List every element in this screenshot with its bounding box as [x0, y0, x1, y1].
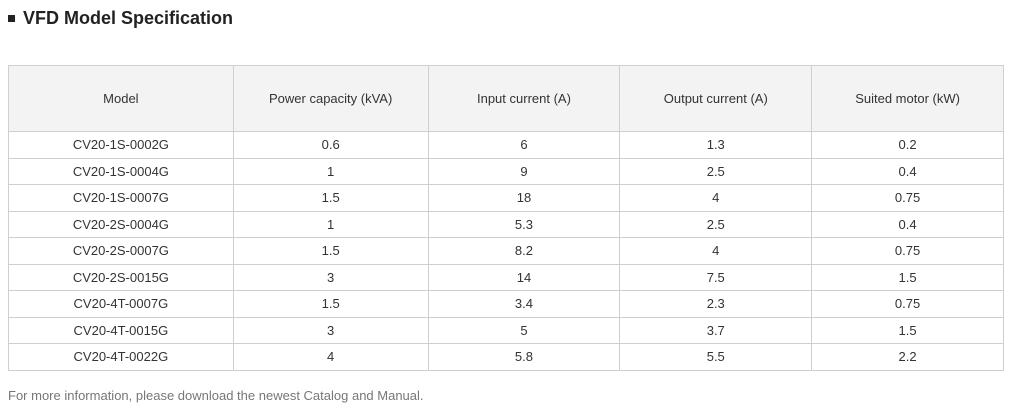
table-cell: 9	[427, 157, 621, 185]
footer-note: For more information, please download th…	[8, 388, 424, 403]
table-row: CV20-1S-0002G 0.6 6 1.3 0.2	[8, 131, 1004, 159]
spec-table: Model Power capacity (kVA) Input current (…	[8, 65, 1004, 371]
table-cell: 3.7	[619, 316, 813, 344]
table-cell: 3	[232, 263, 429, 291]
table-cell: 0.75	[811, 237, 1004, 265]
table-cell: 1.5	[232, 184, 429, 212]
column-header: Model	[8, 65, 234, 132]
table-row: CV20-2S-0007G 1.5 8.2 4 0.75	[8, 237, 1004, 265]
table-cell: 0.4	[811, 157, 1004, 185]
table-cell: 0.2	[811, 131, 1004, 159]
title-text: VFD Model Specification	[23, 8, 234, 28]
table-cell: 1	[232, 157, 429, 185]
table-cell: CV20-4T-0007G	[8, 290, 234, 318]
table-cell: 1.5	[811, 263, 1004, 291]
table-cell: CV20-2S-0015G	[8, 263, 234, 291]
table-row: CV20-2S-0015G 3 14 7.5 1.5	[8, 263, 1004, 291]
column-header: Power capacity (kVA)	[232, 65, 429, 132]
section-title: VFD Model Specification	[8, 8, 233, 29]
table-cell: CV20-2S-0007G	[8, 237, 234, 265]
column-header: Suited motor (kW)	[811, 65, 1004, 132]
table-cell: 3	[232, 316, 429, 344]
table-row: CV20-4T-0022G 4 5.8 5.5 2.2	[8, 343, 1004, 371]
table-cell: 0.75	[811, 290, 1004, 318]
table-row: CV20-4T-0007G 1.5 3.4 2.3 0.75	[8, 290, 1004, 318]
table-cell: 6	[427, 131, 621, 159]
table-cell: 4	[619, 237, 813, 265]
table-cell: CV20-4T-0022G	[8, 343, 234, 371]
table-cell: 2.3	[619, 290, 813, 318]
title-bullet	[8, 15, 15, 22]
table-cell: 1.5	[811, 316, 1004, 344]
table-cell: CV20-1S-0004G	[8, 157, 234, 185]
table-cell: 5.8	[427, 343, 621, 371]
table-cell: 2.2	[811, 343, 1004, 371]
table-cell: 4	[619, 184, 813, 212]
header-row: Model Power capacity (kVA) Input current (…	[8, 65, 1004, 132]
table-cell: 1.3	[619, 131, 813, 159]
table-cell: 18	[427, 184, 621, 212]
table-cell: 5.5	[619, 343, 813, 371]
table-cell: 0.75	[811, 184, 1004, 212]
table-row: CV20-2S-0004G 1 5.3 2.5 0.4	[8, 210, 1004, 238]
table-cell: CV20-2S-0004G	[8, 210, 234, 238]
table-cell: 14	[427, 263, 621, 291]
table-cell: 1.5	[232, 290, 429, 318]
table-row: CV20-1S-0004G 1 9 2.5 0.4	[8, 157, 1004, 185]
table-cell: 0.6	[232, 131, 429, 159]
table-cell: 8.2	[427, 237, 621, 265]
table-cell: 2.5	[619, 157, 813, 185]
table-cell: CV20-4T-0015G	[8, 316, 234, 344]
table-cell: 1.5	[232, 237, 429, 265]
table-cell: 0.4	[811, 210, 1004, 238]
table-row: CV20-4T-0015G 3 5 3.7 1.5	[8, 316, 1004, 344]
table-cell: 5.3	[427, 210, 621, 238]
table-cell: 1	[232, 210, 429, 238]
table-cell: 2.5	[619, 210, 813, 238]
table-row: CV20-1S-0007G 1.5 18 4 0.75	[8, 184, 1004, 212]
table-cell: 5	[427, 316, 621, 344]
column-header: Output current (A)	[619, 65, 813, 132]
table-cell: 4	[232, 343, 429, 371]
column-header: Input current (A)	[427, 65, 621, 132]
table-cell: CV20-1S-0007G	[8, 184, 234, 212]
table-cell: 7.5	[619, 263, 813, 291]
table-body: CV20-1S-0002G 0.6 6 1.3 0.2 CV20-1S-0004G 1 9 2.…	[8, 131, 1004, 371]
table-cell: 3.4	[427, 290, 621, 318]
table-cell: CV20-1S-0002G	[8, 131, 234, 159]
